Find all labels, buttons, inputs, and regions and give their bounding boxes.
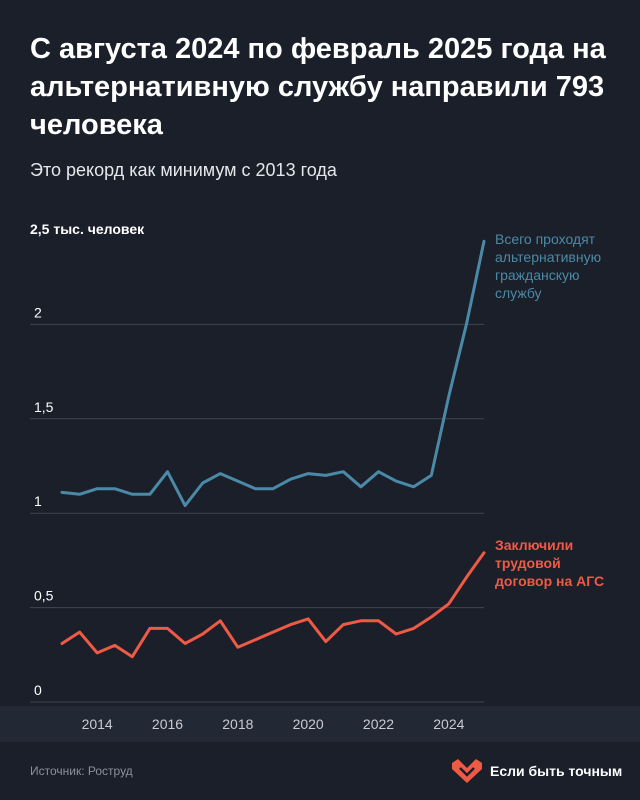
y-tick-label: 0: [34, 682, 42, 698]
series-labels: Всего проходят альтернативную гражданскую с…: [495, 231, 604, 589]
x-tick-label: 2014: [82, 716, 113, 732]
x-tick-label: 2018: [222, 716, 253, 732]
series-label-1: Всего проходят альтернативную гражданскую с…: [495, 231, 601, 301]
series-line-1: [60, 239, 486, 508]
y-tick-label: 1,5: [34, 399, 54, 415]
chart-subtitle: Это рекорд как минимум с 2013 года: [30, 160, 337, 180]
y-tick-label: 0,5: [34, 588, 54, 604]
series-lines: [60, 239, 486, 659]
source-note: Источник: Роструд: [30, 764, 133, 778]
x-axis-band: [0, 706, 640, 742]
y-axis-unit-label: 2,5 тыс. человек: [30, 221, 145, 237]
x-tick-label: 2024: [433, 716, 464, 732]
x-tick-label: 2022: [363, 716, 394, 732]
y-tick-label: 2: [34, 304, 42, 320]
brand-logo: Если быть точным: [452, 759, 622, 783]
brand-name: Если быть точным: [490, 763, 623, 779]
grid-lines: [30, 323, 484, 703]
x-tick-label: 2016: [152, 716, 183, 732]
series-line-2: [60, 551, 486, 659]
x-tick-label: 2020: [293, 716, 324, 732]
heart-icon: [452, 759, 482, 783]
chart-title: С августа 2024 по февраль 2025 года на а…: [30, 33, 606, 141]
y-tick-label: 1: [34, 493, 42, 509]
series-label-2: Заключили трудовой договор на АГС: [495, 537, 604, 589]
axis-ticks: 0 0,5 1 1,5 2 2,5 тыс. человек 2014 2016 2018 202…: [0, 221, 640, 742]
